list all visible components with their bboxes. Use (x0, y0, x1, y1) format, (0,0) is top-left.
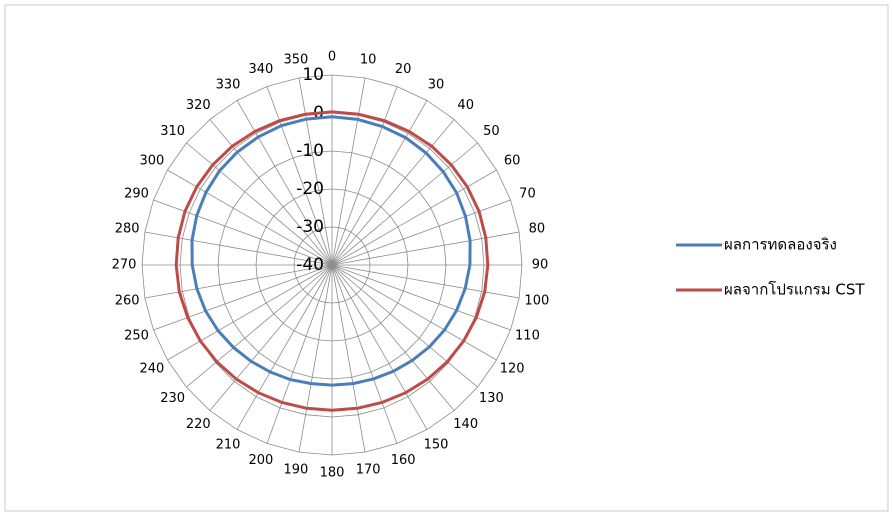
r-tick-label: -10 (296, 141, 324, 161)
angle-label: 200 (248, 453, 273, 468)
grid-spoke (331, 77, 366, 266)
grid-spoke (331, 119, 455, 266)
angle-label: 60 (504, 154, 521, 169)
grid-spoke (331, 264, 478, 388)
series-line (190, 115, 472, 387)
angle-label: 110 (515, 329, 540, 344)
grid-spoke (153, 264, 333, 331)
grid-spoke (331, 264, 398, 444)
angle-label: 330 (216, 77, 241, 92)
angle-label: 70 (519, 186, 536, 201)
grid-spoke (298, 77, 333, 266)
grid-spoke (331, 86, 398, 266)
angle-label: 340 (248, 62, 273, 77)
grid-spoke (144, 231, 333, 266)
angle-label: 260 (115, 294, 140, 309)
r-tick-label: -30 (296, 217, 324, 237)
angle-label: 120 (500, 362, 525, 377)
angle-label: 230 (160, 391, 185, 406)
angle-label: 20 (395, 62, 412, 77)
grid-spoke (298, 264, 333, 453)
grid-spoke (331, 264, 428, 430)
angle-label: 250 (124, 329, 149, 344)
angle-label: 300 (139, 154, 164, 169)
angle-label: 240 (139, 362, 164, 377)
grid-spoke (236, 264, 333, 430)
r-tick-label: -40 (296, 255, 324, 275)
grid-spoke (144, 264, 333, 299)
grid-spoke (167, 169, 333, 266)
angle-label: 280 (115, 221, 140, 236)
angle-label: 80 (529, 221, 546, 236)
grid-spoke (331, 142, 478, 266)
angle-label: 90 (532, 258, 549, 273)
angle-label: 210 (216, 438, 241, 453)
angle-label: 180 (320, 466, 345, 481)
angle-label: 290 (124, 186, 149, 201)
grid-spoke (209, 264, 333, 411)
angle-label: 320 (186, 98, 211, 113)
angle-label: 0 (328, 50, 336, 65)
grid-spoke (331, 169, 497, 266)
grid-spoke (331, 264, 497, 361)
legend-label: ผลจากโปรแกรม CST (724, 281, 865, 299)
r-tick-label: 10 (302, 65, 324, 85)
grid-spoke (266, 86, 333, 266)
chart-frame (4, 4, 889, 512)
grid-spoke (186, 264, 333, 388)
angle-label: 130 (479, 391, 504, 406)
angle-label: 310 (160, 124, 185, 139)
grid-spoke (186, 142, 333, 266)
angle-label: 40 (457, 98, 474, 113)
angle-label: 190 (283, 462, 308, 477)
angle-label: 170 (356, 462, 381, 477)
legend-label: ผลการทดลองจริง (724, 236, 837, 254)
r-tick-label: -20 (296, 179, 324, 199)
grid-spoke (331, 264, 366, 453)
grid-spoke (153, 199, 333, 266)
grid-spoke (167, 264, 333, 361)
grid-spoke (331, 264, 511, 331)
angle-label: 10 (360, 53, 377, 68)
grid-spoke (236, 100, 333, 266)
angle-label: 270 (112, 258, 137, 273)
angle-label: 140 (453, 417, 478, 432)
grid-spoke (331, 199, 511, 266)
grid-spoke (266, 264, 333, 444)
angle-label: 50 (483, 124, 500, 139)
grid-spoke (331, 264, 455, 411)
angle-label: 150 (424, 438, 449, 453)
angle-label: 30 (428, 77, 445, 92)
angle-label: 220 (186, 417, 211, 432)
grid-spoke (209, 119, 333, 266)
angle-label: 160 (391, 453, 416, 468)
angle-label: 350 (283, 53, 308, 68)
grid-spoke (331, 231, 520, 266)
angle-label: 100 (524, 294, 549, 309)
series-line (174, 110, 490, 412)
grid-spoke (331, 100, 428, 266)
grid-spoke (331, 264, 520, 299)
